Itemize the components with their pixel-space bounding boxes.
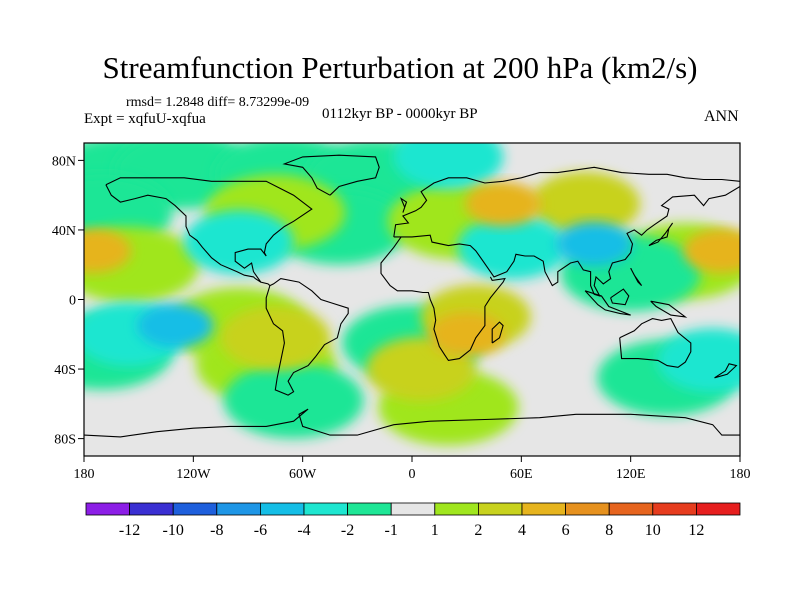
- coastline-3: [393, 166, 740, 237]
- colorbar-swatch-12: [608, 502, 654, 516]
- x-tick-label-1: 120W: [176, 467, 211, 482]
- anomaly-region-7: [84, 226, 200, 303]
- y-axis: 80N 40N 0 40S 80S: [52, 154, 84, 448]
- period-label: 0112kyr BP - 0000kyr BP: [322, 106, 478, 122]
- coastline-5: [380, 236, 506, 361]
- colorbar-swatch-3: [216, 502, 261, 516]
- colorbar-label-5: -2: [341, 522, 354, 539]
- colorbar-label-6: -1: [385, 522, 398, 539]
- colorbar-label-10: 6: [562, 522, 570, 539]
- x-tick-label-5: 120E: [616, 467, 646, 482]
- y-tick-label-2: 0: [69, 294, 76, 309]
- anomaly-region-27: [84, 228, 132, 273]
- coastline-11: [648, 222, 674, 247]
- colorbar-label-8: 2: [474, 522, 482, 539]
- experiment-label: Expt = xqfuU-xqfua: [84, 111, 206, 127]
- x-tick-label-3: 0: [409, 467, 416, 482]
- anomaly-region-30: [556, 221, 633, 266]
- coastline-9: [610, 288, 630, 306]
- colorbar: -12 -10 -8 -6 -4 -2 -1 1 2 4 6 8 10 12: [85, 502, 741, 539]
- coastline-2: [282, 154, 380, 196]
- coastline-8: [584, 290, 631, 316]
- coastline-0: [105, 177, 349, 396]
- colorbar-swatch-2: [172, 502, 218, 516]
- y-tick-label-3: 40S: [54, 363, 76, 378]
- colorbar-label-2: -8: [210, 522, 223, 539]
- coastline-1: [105, 184, 262, 283]
- coastline-14: [399, 197, 408, 213]
- colorbar-label-12: 10: [645, 522, 661, 539]
- coastline-7: [619, 317, 692, 368]
- colorbar-swatch-14: [696, 502, 741, 516]
- colorbar-label-11: 8: [605, 522, 613, 539]
- colorbar-label-13: 12: [688, 522, 704, 539]
- colorbar-swatch-8: [434, 502, 479, 516]
- stats-label: rmsd= 1.2848 diff= 8.73299e-09: [126, 95, 310, 110]
- coastline-layer: [84, 154, 740, 438]
- colorbar-swatch-0: [85, 502, 130, 516]
- anomaly-region-26: [657, 328, 740, 393]
- colorbar-swatch-10: [521, 502, 566, 516]
- season-label: ANN: [704, 108, 739, 125]
- coastline-12: [630, 267, 643, 286]
- colorbar-swatch-7: [390, 502, 436, 516]
- colorbar-swatch-5: [303, 502, 348, 516]
- anomaly-region-28: [465, 181, 542, 226]
- anomaly-region-20: [530, 171, 641, 236]
- anomaly-region-31: [137, 303, 214, 348]
- coastline-4: [393, 186, 740, 297]
- y-tick-label-1: 40N: [52, 224, 76, 239]
- colorbar-label-0: -12: [119, 522, 140, 539]
- colorbar-label-7: 1: [431, 522, 439, 539]
- colorbar-label-1: -10: [163, 522, 184, 539]
- x-tick-label-0: 180: [74, 467, 95, 482]
- colorbar-swatch-1: [129, 502, 174, 516]
- y-tick-label-0: 80N: [52, 154, 76, 169]
- x-axis: 180 120W 60W 0 60E 120E 180: [74, 456, 751, 482]
- coastline-13: [714, 363, 738, 379]
- colorbar-swatch-4: [259, 502, 305, 516]
- chart-title: Streamfunction Perturbation at 200 hPa (…: [102, 50, 698, 85]
- anomaly-region-32: [428, 312, 505, 357]
- anomaly-region-23: [220, 305, 331, 370]
- colorbar-swatch-9: [477, 502, 523, 516]
- anomaly-region-29: [683, 228, 740, 273]
- colorbar-label-9: 4: [518, 522, 526, 539]
- colorbar-swatch-13: [652, 502, 697, 516]
- colorbar-swatch-6: [347, 502, 392, 516]
- x-tick-label-6: 180: [730, 467, 751, 482]
- anomaly-region-18: [393, 143, 504, 189]
- coastline-6: [491, 321, 504, 344]
- colorbar-swatch-11: [565, 502, 610, 516]
- colorbar-label-3: -6: [254, 522, 267, 539]
- coastline-10: [650, 300, 688, 318]
- x-tick-label-4: 60E: [510, 467, 533, 482]
- x-tick-label-2: 60W: [289, 467, 317, 482]
- y-tick-label-4: 80S: [54, 433, 76, 448]
- anomaly-region-13: [223, 362, 364, 439]
- colorbar-label-4: -4: [297, 522, 310, 539]
- coastline-15: [84, 408, 740, 438]
